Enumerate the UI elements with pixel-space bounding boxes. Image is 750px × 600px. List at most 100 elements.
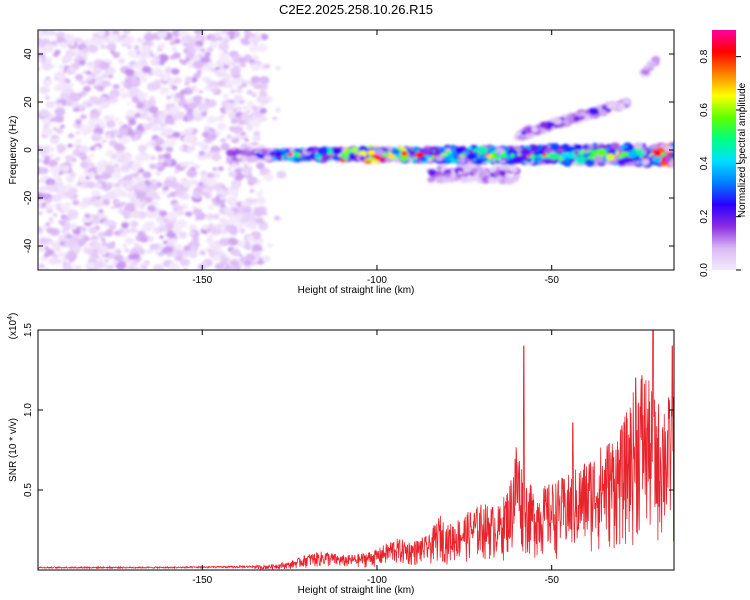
x-tick-label: -100 [367,275,387,286]
colorbar-tick-label: 0.8 [699,49,710,63]
colorbar: 0.0 0.2 0.4 0.6 0.8 Normalized spectral ampl… [699,30,748,277]
noise-cell [46,113,54,120]
noise-cell [229,189,239,197]
band-cell [374,149,385,157]
noise-cell [69,67,75,72]
noise-cell [121,152,133,161]
noise-cell [126,109,136,117]
noise-cell [185,114,194,122]
band-cell [505,177,515,185]
noise-cell [248,142,253,146]
noise-cell [208,214,214,219]
noise-cell [185,98,194,105]
noise-cell [84,248,93,255]
noise-cell [141,223,153,232]
x-tick-label: -50 [544,275,559,286]
band-cell [495,147,505,154]
noise-cell [187,149,193,154]
noise-cell [38,204,42,210]
noise-cell [97,231,106,239]
noise-cell [239,228,246,234]
band-cell [620,151,627,157]
band-cell [384,147,389,152]
noise-cell [169,191,177,198]
noise-cell [93,236,99,241]
noise-cell [207,223,215,229]
snr-x-label: Height of straight line (km) [298,585,415,596]
noise-cell [126,125,132,129]
noise-cell [110,205,116,210]
noise-cell [43,155,51,161]
noise-cell [141,106,150,113]
noise-cell [116,169,121,173]
noise-cell [134,113,141,118]
noise-cell [175,244,183,250]
noise-cell [246,126,253,132]
y-tick-label: -40 [23,238,34,253]
noise-cell [201,224,209,230]
noise-cell [180,192,190,200]
noise-cell [250,76,261,84]
noise-cell [109,225,116,231]
noise-cell [135,181,147,191]
y-tick-label: -20 [23,190,34,205]
noise-cell [167,78,175,85]
noise-cell [112,30,120,35]
band-cell [501,159,506,164]
noise-cell [56,185,67,193]
noise-cell [234,168,241,174]
noise-cell [171,68,180,75]
noise-cell [181,204,189,210]
noise-cell [201,112,207,117]
noise-cell [41,128,53,137]
noise-cell [120,92,130,99]
noise-cell [247,176,258,184]
noise-cell [238,57,246,63]
noise-cell [105,219,116,228]
noise-cell [192,236,200,242]
band-cell [466,165,473,171]
noise-cell [52,165,60,172]
noise-cell [218,42,230,51]
noise-cell [146,210,158,219]
noise-cell [154,137,165,146]
noise-cell [118,260,126,267]
noise-cell [112,83,120,90]
noise-cell [213,33,220,39]
noise-cell [114,182,121,188]
noise-cell [198,90,204,94]
noise-cell [188,64,194,69]
noise-cell [236,240,246,248]
noise-cell [82,197,91,205]
noise-cell [83,85,91,92]
noise-cell [157,157,163,161]
noise-cell [189,231,196,236]
noise-cell [218,52,230,61]
noise-cell [69,187,78,195]
band-cell [509,153,515,158]
noise-cell [230,163,238,169]
noise-cell [51,241,61,250]
noise-cell [233,94,244,103]
noise-cell [60,124,65,129]
noise-cell [44,203,53,211]
band-cell [526,158,533,163]
band-cell [465,175,475,183]
noise-cell [242,165,253,174]
band-cell [321,154,330,162]
noise-cell [224,102,235,111]
noise-cell [217,80,226,87]
noise-cell [38,211,43,215]
noise-cell [188,39,197,46]
noise-cell [105,120,116,128]
noise-cell [144,222,149,227]
noise-cell [198,181,204,187]
noise-cell [134,154,146,163]
noise-cell [141,265,148,270]
colorbar-tick-label: 0.6 [699,103,710,117]
band-cell [486,154,493,160]
noise-cell [98,209,104,214]
noise-cell [120,81,125,85]
noise-cell [163,153,172,160]
band-cell [588,154,595,160]
